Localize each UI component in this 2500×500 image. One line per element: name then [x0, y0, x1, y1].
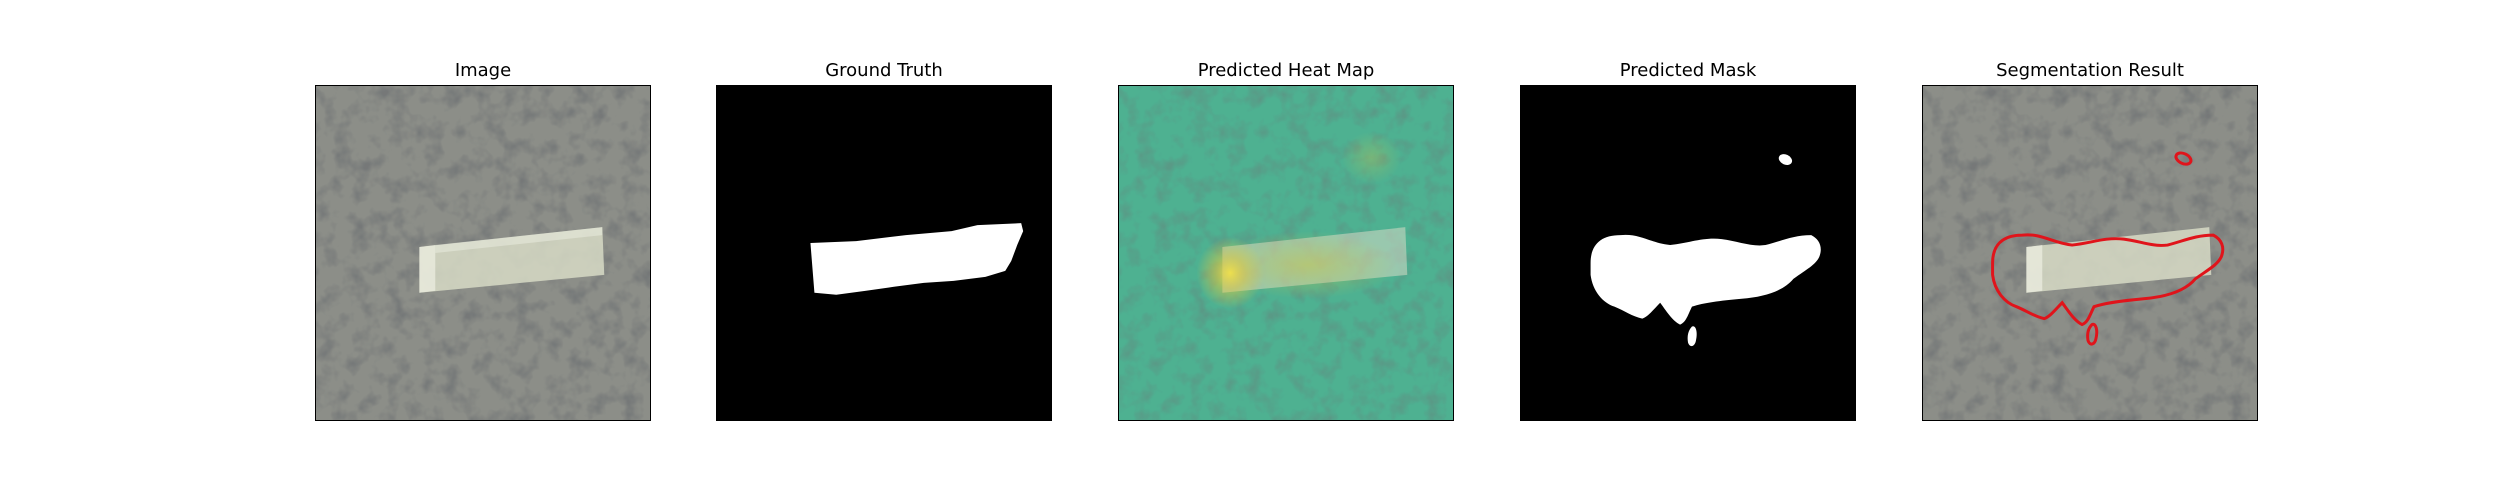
defect-tape-region — [419, 227, 605, 293]
original-image-panel — [315, 85, 651, 421]
segmentation-result-panel — [1922, 85, 2258, 421]
predicted-contour — [1991, 151, 2225, 346]
ground-truth-panel — [716, 85, 1052, 421]
ground-truth-title: Ground Truth — [825, 60, 943, 81]
binary-predicted-mask — [1521, 86, 1855, 420]
predicted-mask-panel — [1520, 85, 1856, 421]
textured-surface-image — [316, 86, 650, 420]
heat-map-title: Predicted Heat Map — [1197, 60, 1375, 81]
image-title: Image — [454, 60, 512, 81]
segmentation-contour-overlay — [1923, 86, 2257, 420]
predicted-mask-title: Predicted Mask — [1619, 60, 1757, 81]
heat-map-overlay — [1119, 86, 1453, 420]
ground-truth-mask — [717, 86, 1051, 420]
heat-map-panel — [1118, 85, 1454, 421]
segmentation-result-title: Segmentation Result — [1996, 60, 2184, 81]
